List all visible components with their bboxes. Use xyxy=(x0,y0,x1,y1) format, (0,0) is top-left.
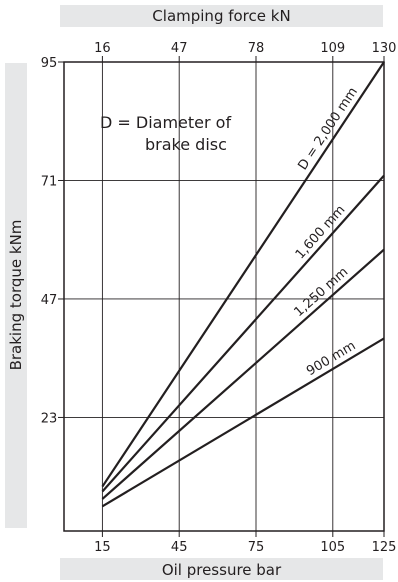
y-tick-label: 71 xyxy=(41,174,58,189)
series-label: D = 2,000 mm xyxy=(295,85,360,173)
series-line xyxy=(101,174,385,493)
top-axis-band xyxy=(60,5,383,27)
x-tick-label-bottom: 15 xyxy=(94,540,111,555)
chart-note: D = Diameter of brake disc xyxy=(100,112,270,156)
x-tick-label-bottom: 105 xyxy=(320,540,345,555)
x-tick-label-top: 16 xyxy=(94,41,111,56)
x-tick-label-top: 78 xyxy=(248,41,265,56)
y-tick-label: 23 xyxy=(41,411,58,426)
tick-labels: 15 16 45 47 75 78 105 109 125 130 23 47 71 95 xyxy=(41,41,397,555)
x-tick-label-bottom: 75 xyxy=(248,540,265,555)
chart-note-line-1: D = Diameter of xyxy=(100,113,232,132)
series-line xyxy=(101,337,385,508)
x-tick-label-top: 109 xyxy=(320,41,345,56)
x-tick-label-bottom: 125 xyxy=(372,540,397,555)
plot-frame xyxy=(63,61,385,532)
bottom-axis-band xyxy=(60,558,383,580)
series-line xyxy=(101,61,385,488)
left-axis-band xyxy=(5,63,27,528)
y-tick-label: 47 xyxy=(41,293,58,308)
x-tick-label-top: 47 xyxy=(171,41,188,56)
x-tick-label-bottom: 45 xyxy=(171,540,188,555)
bottom-axis-title: Oil pressure bar xyxy=(161,561,282,579)
series-line xyxy=(101,248,385,500)
top-axis-title: Clamping force kN xyxy=(152,7,291,25)
series-label: 1,600 mm xyxy=(293,203,349,263)
x-tick-label-top: 130 xyxy=(372,41,397,56)
y-tick-label: 95 xyxy=(41,56,58,71)
series-label: 1,250 mm xyxy=(291,265,351,320)
chart-note-line-2: brake disc xyxy=(145,135,227,154)
